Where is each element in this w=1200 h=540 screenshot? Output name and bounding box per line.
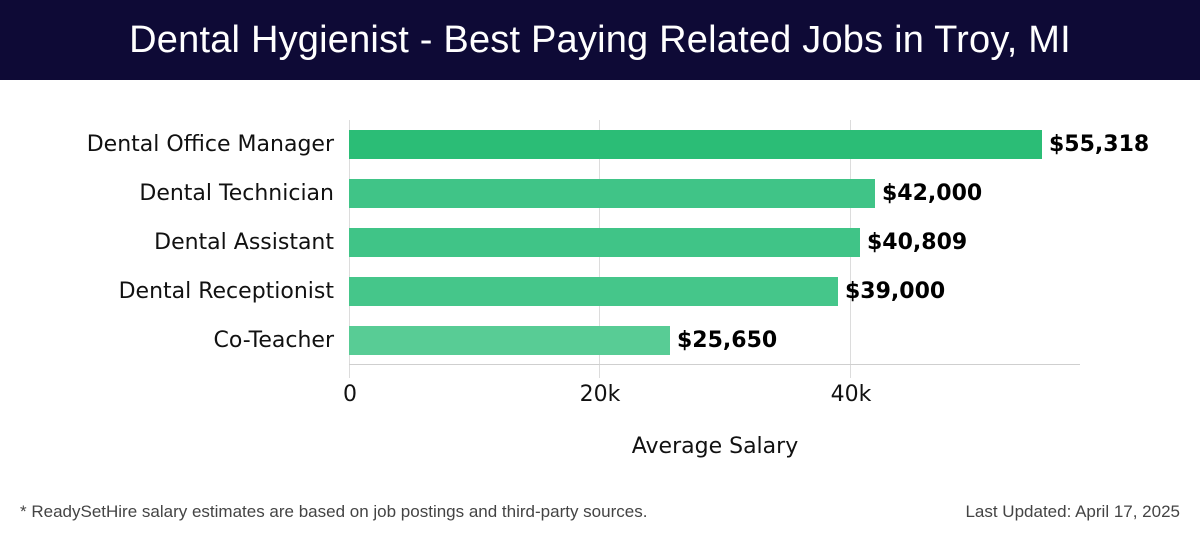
x-tick-label: 0 xyxy=(343,382,357,407)
bar-co-teacher xyxy=(349,326,670,355)
footnote: * ReadySetHire salary estimates are base… xyxy=(20,502,648,521)
bar-dental-office-manager xyxy=(349,130,1042,159)
bar-value-label: $55,318 xyxy=(1049,132,1150,157)
x-axis-line xyxy=(349,364,1080,365)
x-tick-label: 40k xyxy=(830,382,872,407)
plot-area: $55,318 $42,000 $40,809 $39,000 $25,650 xyxy=(349,120,1149,378)
bar-dental-technician xyxy=(349,179,875,208)
x-tick-label: 20k xyxy=(579,382,621,407)
bar-value-label: $40,809 xyxy=(867,230,968,255)
bar-value-label: $39,000 xyxy=(845,279,946,304)
bar-dental-assistant xyxy=(349,228,860,257)
last-updated: Last Updated: April 17, 2025 xyxy=(965,502,1180,521)
category-label: Dental Technician xyxy=(139,181,334,206)
category-label: Dental Assistant xyxy=(154,230,334,255)
x-axis-title: Average Salary xyxy=(631,434,799,459)
category-label: Co-Teacher xyxy=(213,328,334,353)
category-label: Dental Receptionist xyxy=(118,279,334,304)
bar-value-label: $42,000 xyxy=(882,181,983,206)
bar-value-label: $25,650 xyxy=(677,328,778,353)
chart-title: Dental Hygienist - Best Paying Related J… xyxy=(129,18,1071,61)
chart-header: Dental Hygienist - Best Paying Related J… xyxy=(0,0,1200,80)
bar-dental-receptionist xyxy=(349,277,838,306)
category-label: Dental Office Manager xyxy=(86,132,334,157)
